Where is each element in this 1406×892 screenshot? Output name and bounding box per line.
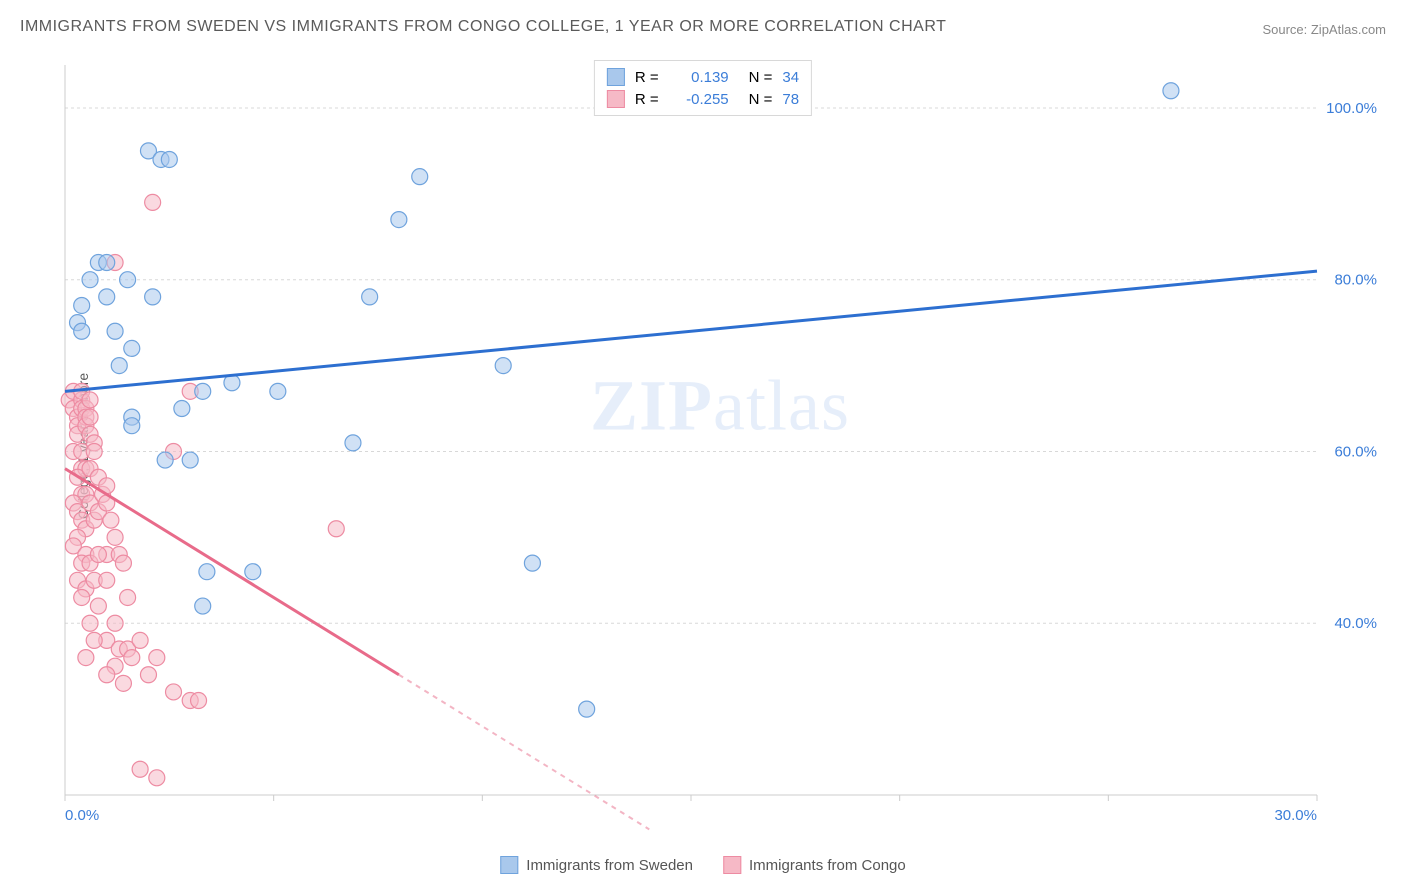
legend-row-sweden: R = 0.139 N = 34 [607,66,799,88]
legend-correlation-box: R = 0.139 N = 34 R = -0.255 N = 78 [594,60,812,116]
legend-label-sweden: Immigrants from Sweden [526,857,693,874]
svg-text:30.0%: 30.0% [1274,807,1317,824]
swatch-congo [723,856,741,874]
r-value-congo: -0.255 [669,91,729,108]
legend-label-congo: Immigrants from Congo [749,857,906,874]
svg-text:80.0%: 80.0% [1334,272,1377,289]
r-value-sweden: 0.139 [669,69,729,86]
legend-row-congo: R = -0.255 N = 78 [607,88,799,110]
swatch-congo [607,90,625,108]
chart-title: IMMIGRANTS FROM SWEDEN VS IMMIGRANTS FRO… [20,18,946,36]
r-label: R = [635,91,659,108]
svg-text:0.0%: 0.0% [65,807,99,824]
n-label: N = [749,69,773,86]
svg-text:100.0%: 100.0% [1326,100,1377,117]
n-value-sweden: 34 [782,69,799,86]
n-label: N = [749,91,773,108]
n-value-congo: 78 [782,91,799,108]
svg-text:40.0%: 40.0% [1334,615,1377,632]
legend-item-congo: Immigrants from Congo [723,856,906,874]
plot-area: 40.0%60.0%80.0%100.0%0.0%30.0% ZIPatlas [55,55,1385,835]
scatter-chart: 40.0% 60.0% 80.0% 100.0% 0.0% 30.0% [55,55,1385,835]
swatch-sweden [500,856,518,874]
legend-item-sweden: Immigrants from Sweden [500,856,693,874]
r-label: R = [635,69,659,86]
legend-series: Immigrants from Sweden Immigrants from C… [500,856,905,874]
swatch-sweden [607,68,625,86]
svg-text:60.0%: 60.0% [1334,443,1377,460]
source-label: Source: ZipAtlas.com [1262,22,1386,37]
